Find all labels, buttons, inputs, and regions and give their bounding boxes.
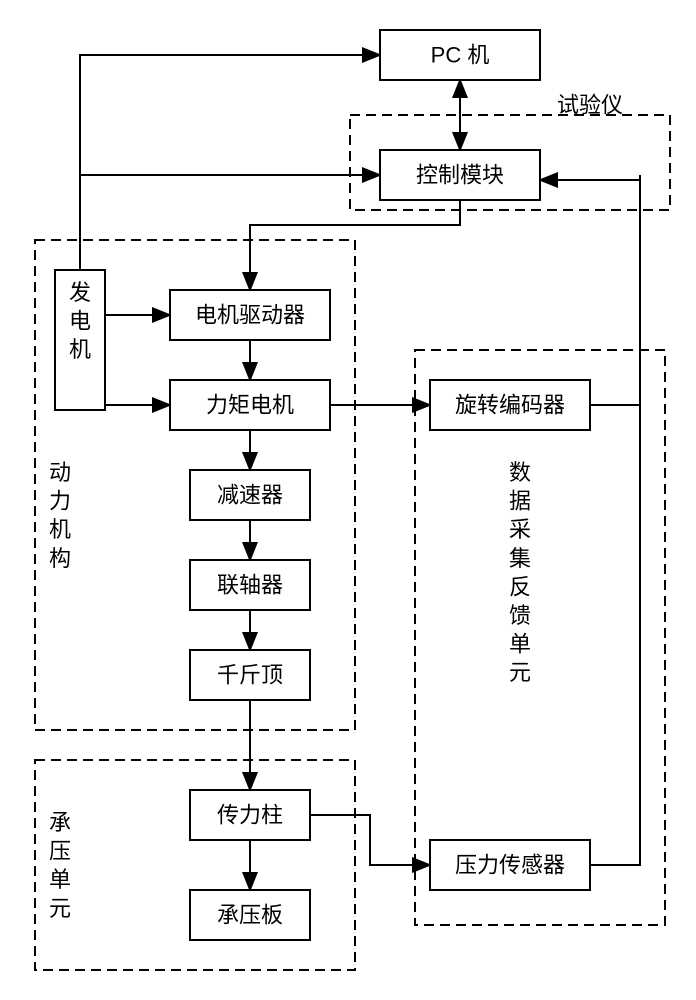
node-label-jack: 千斤顶 xyxy=(217,663,283,688)
group-label-feedback: 数据采集反馈单元 xyxy=(509,460,531,685)
node-label-column: 传力柱 xyxy=(217,803,283,828)
node-label-pc: PC 机 xyxy=(431,43,490,68)
edge-gen-ctrl xyxy=(80,175,380,270)
group-label-tester: 试验仪 xyxy=(557,93,623,118)
edge-gen-pc xyxy=(80,55,380,270)
node-label-encoder: 旋转编码器 xyxy=(455,393,565,418)
node-label-plate: 承压板 xyxy=(217,903,283,928)
edge-column-pressure xyxy=(310,815,430,865)
node-label-gen: 发电机 xyxy=(69,280,91,362)
node-label-ctrl: 控制模块 xyxy=(416,163,504,188)
system-block-diagram: 试验仪动力机构承压单元 数据采集反馈单元 PC 机控制模块发电机 电机驱动器力矩电机减… xyxy=(0,0,696,1000)
group-feedback xyxy=(415,350,665,925)
edge-pressure-ctrl xyxy=(590,405,640,865)
node-label-driver: 电机驱动器 xyxy=(195,303,305,328)
node-label-torque: 力矩电机 xyxy=(206,393,294,418)
node-label-reducer: 减速器 xyxy=(217,483,283,508)
node-label-coupling: 联轴器 xyxy=(217,573,283,598)
group-label-power: 动力机构 xyxy=(49,460,71,571)
node-label-pressure: 压力传感器 xyxy=(455,853,565,878)
group-label-bearing: 承压单元 xyxy=(49,810,71,921)
